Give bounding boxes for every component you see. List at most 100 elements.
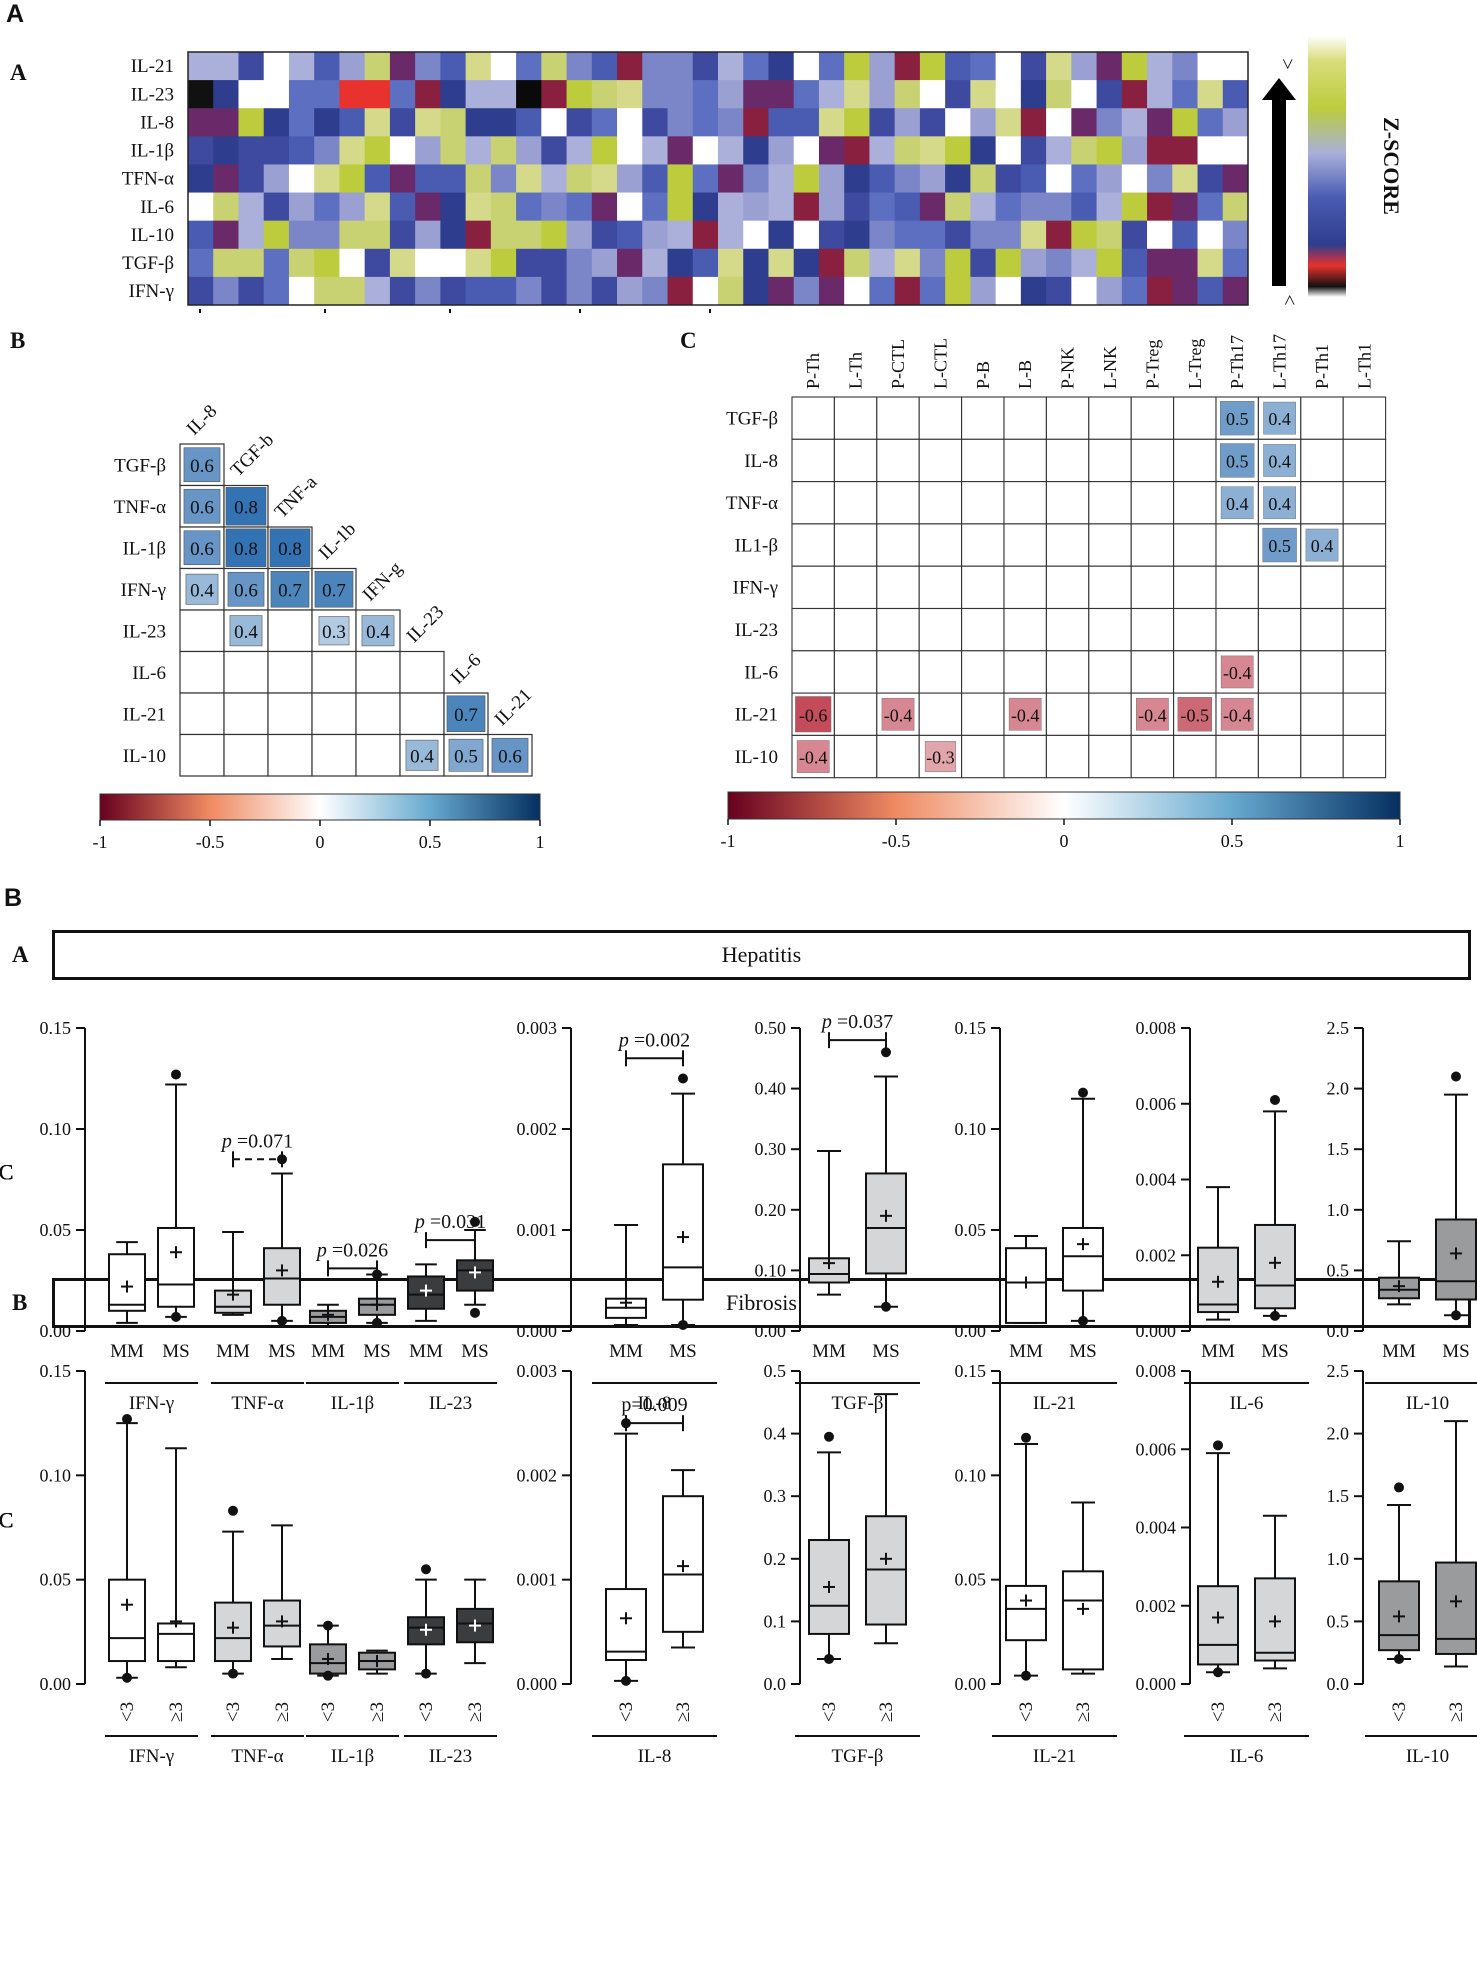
fib-il8-category: <3	[616, 1702, 637, 1722]
hep-multi-category: MS	[461, 1341, 488, 1362]
fib-il10-category: <3	[1389, 1702, 1410, 1722]
heatmap-cell	[1071, 248, 1098, 278]
hep-multi-box-0-1-outlier	[171, 1311, 181, 1322]
heatmap-cell	[1046, 136, 1072, 165]
corr-c-grid-cell	[1173, 650, 1217, 694]
corr-c-value: 0.4	[1268, 494, 1291, 514]
corr-c-grid-cell	[1173, 523, 1217, 567]
fib-il8-tick-label: 0.000	[517, 1674, 558, 1694]
corr-c-grid-cell	[961, 607, 1005, 652]
corr-b-colorbar	[99, 793, 541, 821]
corr-c-grid-cell	[876, 734, 920, 779]
heatmap-cell	[1222, 164, 1249, 194]
corr-c-grid-cell	[1257, 607, 1302, 652]
hep-tgfb-group-label: TGF-β	[832, 1393, 884, 1414]
corr-c-value: 0.5	[1226, 451, 1249, 471]
hep-multi-box-3-1-outlier	[470, 1216, 480, 1227]
heatmap-cell	[238, 220, 265, 250]
hep-il10-box-1-box	[1435, 1218, 1477, 1301]
heatmap-cell	[263, 164, 290, 194]
corr-b-row-label: IL-1β	[123, 538, 166, 559]
heatmap-cell	[743, 80, 769, 109]
fib-il10-group-label: IL-10	[1406, 1746, 1449, 1767]
heatmap-cell	[1197, 164, 1224, 194]
fib-multi-group-label: IL-23	[429, 1746, 472, 1767]
heatmap-cell	[364, 136, 391, 165]
heatmap-cell	[238, 136, 265, 165]
legend-title: Z-SCORE	[1379, 117, 1404, 215]
heatmap-cell	[1147, 220, 1173, 250]
hep-il8-category: MS	[669, 1341, 696, 1362]
heatmap-cell	[894, 248, 921, 278]
heatmap-cell	[718, 192, 744, 222]
heatmap-cell	[919, 108, 946, 137]
corr-b-grid-cell	[399, 650, 445, 694]
corr-b-colorbar-label: 0	[316, 832, 325, 852]
heatmap-cell	[667, 276, 694, 306]
heatmap-cell	[188, 164, 214, 194]
corr-c-grid-cell	[1088, 650, 1132, 694]
corr-c-cell	[1263, 486, 1296, 520]
hep-il10-tick-label: 2.0	[1327, 1079, 1350, 1099]
fib-multi-box-0-0-box	[108, 1578, 146, 1663]
heatmap-cell	[490, 276, 517, 306]
corr-b-value: 0.8	[234, 497, 258, 518]
heatmap-cell	[1071, 192, 1098, 222]
fib-il21-category: <3	[1016, 1702, 1037, 1722]
corr-c-grid-cell	[1257, 565, 1302, 610]
corr-b-cell	[183, 530, 221, 566]
corr-c-grid-cell	[1342, 565, 1387, 610]
heatmap-cell	[440, 192, 467, 222]
corr-c-grid-cell	[918, 607, 963, 652]
corr-c-value: 0.5	[1226, 409, 1249, 429]
fib-multi-tick-label: 0.05	[40, 1570, 72, 1590]
heatmap-cell	[844, 192, 870, 222]
heatmap-cell	[617, 248, 643, 278]
hep-tgfb-box-1-outlier	[881, 1047, 891, 1058]
corr-c-grid-cell	[1342, 607, 1387, 652]
corr-c-grid-cell	[1088, 481, 1132, 525]
corr-c-cell	[1262, 527, 1297, 563]
corr-b-grid-cell	[355, 692, 401, 736]
heatmap-cell	[339, 220, 366, 250]
heatmap-cell	[617, 164, 643, 194]
section-a-label: A	[6, 0, 25, 28]
hep-il10-category: MM	[1382, 1341, 1416, 1362]
fib-multi-category: ≥3	[367, 1702, 388, 1722]
corr-b-cell	[361, 615, 395, 647]
heatmap-cell	[995, 276, 1022, 306]
heatmap-cell	[591, 276, 618, 306]
corr-b-value: 0.7	[322, 580, 346, 601]
corr-b-col-label: IFN-g	[359, 557, 407, 605]
fib-multi-group-label: IL-1β	[331, 1746, 374, 1767]
corr-c-grid-cell	[918, 650, 963, 694]
corr-c-grid-cell	[1088, 565, 1132, 610]
legend-bottom-symbol: <	[1278, 294, 1300, 305]
heatmap-cell	[188, 276, 214, 306]
corr-b-grid-cell	[355, 650, 401, 694]
heatmap-cell	[314, 52, 340, 81]
fib-il10-tick-label: 1.5	[1327, 1486, 1350, 1506]
pvalue-part: p	[220, 1130, 232, 1152]
heatmap-cell	[1020, 248, 1047, 278]
corr-c-grid-cell	[1003, 438, 1047, 483]
fib-multi-category: <3	[416, 1702, 437, 1722]
fib-tgfb-tick-label: 0.3	[764, 1486, 787, 1506]
corr-c-col-label: L-Treg	[1185, 339, 1205, 389]
heatmap-cell	[188, 192, 214, 222]
corr-b-row-label: TNF-α	[114, 497, 166, 518]
heatmap-cell	[1046, 80, 1072, 109]
heatmap-cell	[919, 136, 946, 165]
hep-il6-group-label: IL-6	[1230, 1393, 1264, 1414]
hep-tgfb-tick-label: 0.40	[755, 1079, 787, 1099]
heatmap-cell	[541, 108, 568, 137]
fib-tgfb-box-0-outlier	[824, 1653, 834, 1664]
corr-c-value: -0.5	[1181, 705, 1210, 725]
heatmap-cell	[793, 276, 820, 306]
heatmap-cell	[844, 136, 870, 165]
corr-b-value: 0.6	[498, 746, 522, 767]
heatmap-cell	[743, 276, 769, 306]
corr-c-value: -0.4	[884, 705, 913, 725]
corr-b-colorbar-label: -1	[93, 832, 108, 852]
heatmap-row-label: IL-21	[131, 56, 174, 77]
